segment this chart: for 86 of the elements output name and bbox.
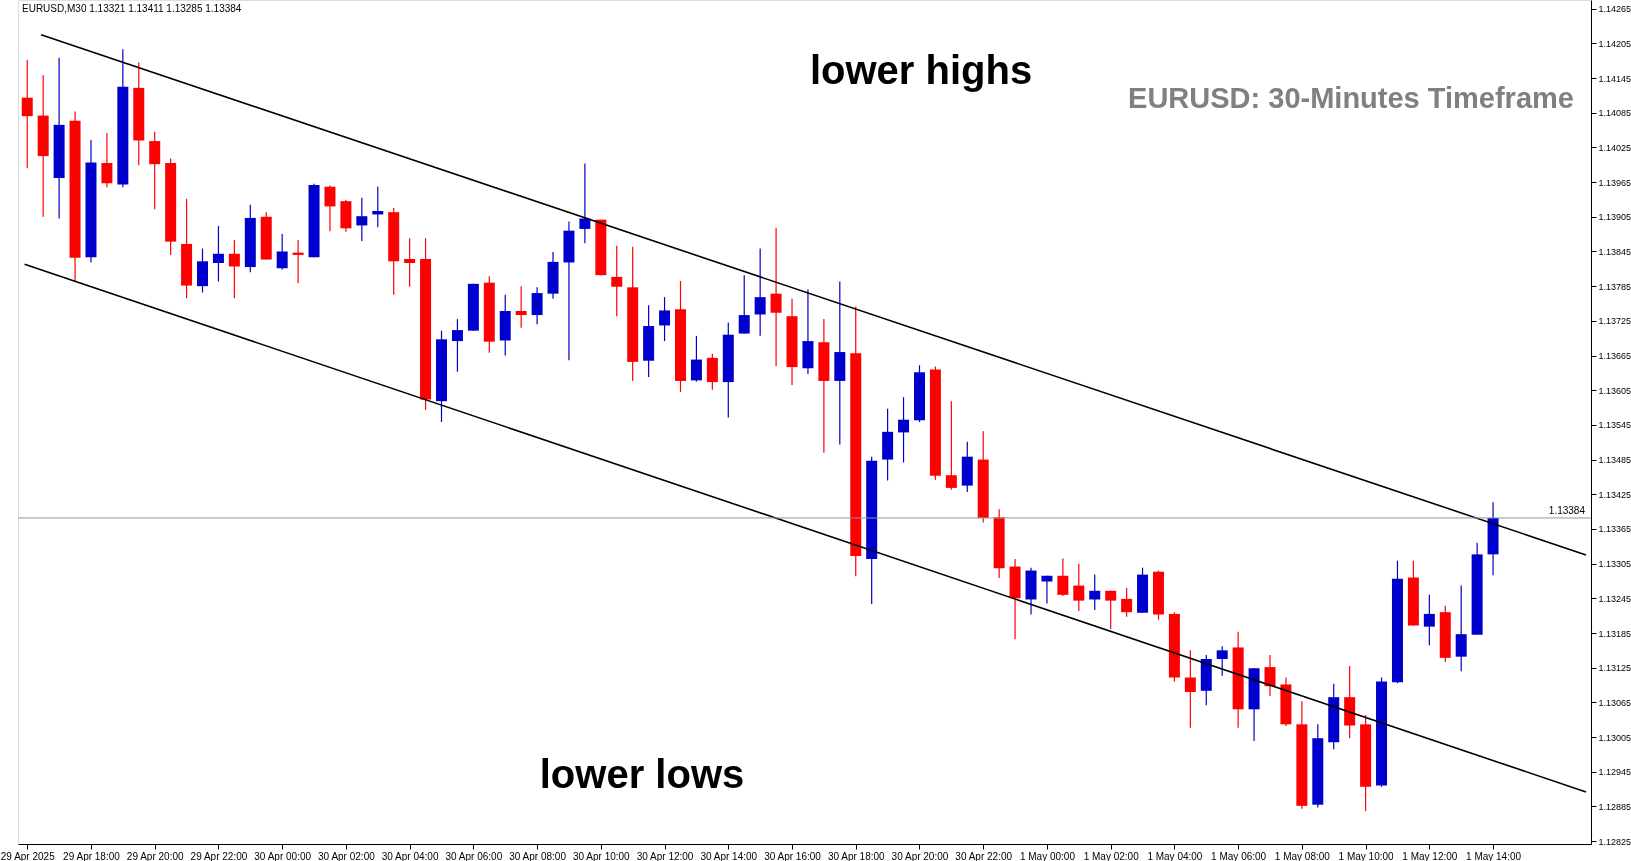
y-tick-label: 1.14265 — [1598, 4, 1631, 15]
candlestick — [228, 239, 240, 299]
x-tick-label: 1 May 10:00 — [1338, 850, 1395, 861]
candlestick — [1184, 649, 1196, 729]
x-tick-label: 30 Apr 18:00 — [827, 850, 886, 861]
candlestick — [1073, 563, 1085, 612]
candlestick — [404, 237, 416, 288]
x-tick-label: 1 May 06:00 — [1211, 850, 1267, 861]
candlestick — [1216, 645, 1228, 677]
y-tick-label: 1.13065 — [1598, 697, 1631, 708]
candlestick — [1105, 590, 1117, 630]
y-tick-label: 1.13785 — [1598, 281, 1631, 292]
y-tick-label: 1.13845 — [1598, 246, 1631, 257]
candlestick — [21, 59, 33, 169]
candlestick — [1057, 557, 1069, 597]
x-tick-label: 30 Apr 08:00 — [509, 850, 567, 861]
candlestick — [356, 197, 368, 242]
y-tick-label: 1.13725 — [1598, 316, 1631, 327]
y-tick-label: 1.14205 — [1598, 38, 1631, 49]
x-tick-label: 29 Apr 20:00 — [126, 850, 184, 861]
candlestick — [531, 286, 543, 325]
candlestick — [945, 400, 957, 491]
y-tick-label: 1.14085 — [1598, 108, 1631, 119]
y-tick-label: 1.14025 — [1598, 142, 1631, 153]
x-tick-label: 1 May 04:00 — [1147, 850, 1203, 861]
x-tick-label: 30 Apr 22:00 — [955, 850, 1013, 861]
candlestick — [770, 227, 782, 367]
x-tick-label: 1 May 08:00 — [1274, 850, 1331, 861]
x-tick-label: 30 Apr 16:00 — [764, 850, 822, 861]
candlestick — [1041, 575, 1053, 605]
candlestick — [451, 318, 463, 373]
candlestick — [579, 163, 591, 244]
y-tick-label: 1.14145 — [1598, 73, 1631, 84]
candlestick — [515, 285, 527, 329]
candlestick — [754, 247, 766, 337]
y-tick-label: 1.13425 — [1598, 489, 1631, 500]
y-tick-label: 1.13185 — [1598, 628, 1631, 639]
y-tick-label: 1.13545 — [1598, 420, 1631, 431]
x-tick-label: 30 Apr 04:00 — [381, 850, 439, 861]
candlestick — [1121, 587, 1133, 618]
y-tick-label: 1.13905 — [1598, 212, 1631, 223]
x-tick-label: 30 Apr 12:00 — [636, 850, 694, 861]
y-tick-label: 1.13125 — [1598, 663, 1631, 674]
y-tick-label: 1.13305 — [1598, 559, 1631, 570]
y-tick-label: 1.13605 — [1598, 385, 1631, 396]
candlestick — [324, 184, 336, 232]
annotation: lower lows — [539, 752, 745, 796]
candlestick — [276, 233, 288, 270]
x-tick-label: 1 May 14:00 — [1466, 850, 1522, 861]
y-tick-label: 1.13965 — [1598, 177, 1631, 188]
candlestick — [1423, 594, 1435, 646]
candlestick — [101, 132, 113, 188]
candlestick — [690, 335, 702, 383]
y-tick-label: 1.13485 — [1598, 455, 1631, 466]
text: EURUSD: 30-Minutes Timeframe — [1128, 82, 1574, 114]
y-tick-label: 1.13365 — [1598, 524, 1631, 535]
annotation: EURUSD,M30 1.13321 1.13411 1.13285 1.13384 — [22, 3, 242, 14]
x-tick-label: 30 Apr 14:00 — [700, 850, 758, 861]
candlestick — [1089, 574, 1101, 611]
x-tick-label: 1 May 00:00 — [1019, 850, 1076, 861]
candlestick — [659, 296, 671, 342]
candlestick — [898, 396, 910, 464]
x-tick-label: 29 Apr 2025 — [0, 850, 56, 861]
x-tick-label: 30 Apr 20:00 — [891, 850, 949, 861]
y-tick-label: 1.12945 — [1598, 767, 1631, 778]
candlestick — [149, 131, 161, 210]
x-tick-label: 29 Apr 18:00 — [63, 850, 121, 861]
candlestick — [1455, 585, 1467, 672]
annotation: lower highs — [809, 48, 1033, 92]
candlestick — [738, 274, 750, 335]
y-tick-label: 1.13665 — [1598, 351, 1631, 362]
y-tick-label: 1.13245 — [1598, 593, 1631, 604]
candlestick — [1264, 654, 1276, 697]
x-tick-label: 30 Apr 02:00 — [318, 850, 376, 861]
y-tick-label: 1.13005 — [1598, 732, 1631, 743]
ref-line-label: 1.13384 — [1548, 504, 1586, 516]
x-tick-label: 29 Apr 22:00 — [190, 850, 248, 861]
x-tick-label: 30 Apr 10:00 — [572, 850, 631, 861]
candlestick — [611, 245, 623, 317]
y-tick-label: 1.12885 — [1598, 801, 1631, 812]
x-tick-label: 1 May 12:00 — [1402, 850, 1458, 861]
x-tick-label: 30 Apr 00:00 — [254, 850, 312, 861]
x-tick-label: 1 May 02:00 — [1083, 850, 1140, 861]
candlestick — [212, 225, 224, 283]
x-tick-label: 30 Apr 06:00 — [445, 850, 503, 861]
y-tick-label: 1.12825 — [1598, 836, 1631, 847]
